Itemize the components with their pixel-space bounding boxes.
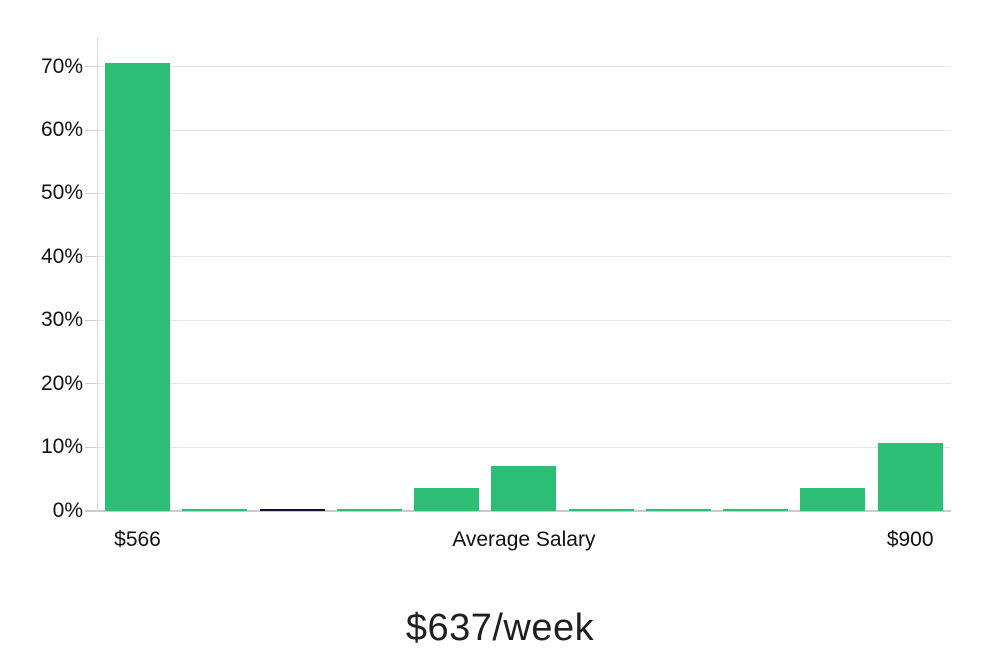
y-tick-label: 10% [40,435,83,459]
bar[interactable] [259,508,325,512]
bar[interactable] [800,488,866,512]
y-tick-label: 60% [40,118,83,141]
gridline [97,446,951,448]
y-tick-mark [85,66,97,68]
gridline [97,256,951,258]
gridline [97,66,951,68]
gridline [97,319,951,321]
bar[interactable] [568,508,634,512]
y-tick-mark [85,319,97,321]
x-tick-label: $900 [886,528,934,551]
x-tick-label: Average Salary [452,528,596,551]
x-tick-label: $566 [114,528,161,551]
y-tick-mark [85,256,97,258]
y-tick-label: 0% [52,498,83,522]
bar[interactable] [877,443,943,512]
y-tick-mark [85,129,97,131]
bar[interactable] [414,488,480,512]
bar[interactable] [105,62,170,512]
y-tick-label: 40% [40,244,83,268]
y-tick-mark [85,446,97,448]
gridline [97,383,951,385]
y-tick-label: 70% [40,54,83,78]
y-tick-label: 20% [40,371,83,395]
bar[interactable] [645,508,711,512]
gridline [97,129,951,131]
y-tick-mark [85,192,97,194]
chart-title: $637/week [405,607,595,649]
bar[interactable] [182,508,248,512]
bar[interactable] [723,508,789,512]
y-tick-mark [85,383,97,385]
bar[interactable] [491,466,557,512]
bar[interactable] [336,508,402,512]
gridline [97,192,951,194]
y-tick-label: 50% [40,181,83,205]
y-axis-line [97,37,98,512]
y-tick-label: 30% [40,308,83,332]
